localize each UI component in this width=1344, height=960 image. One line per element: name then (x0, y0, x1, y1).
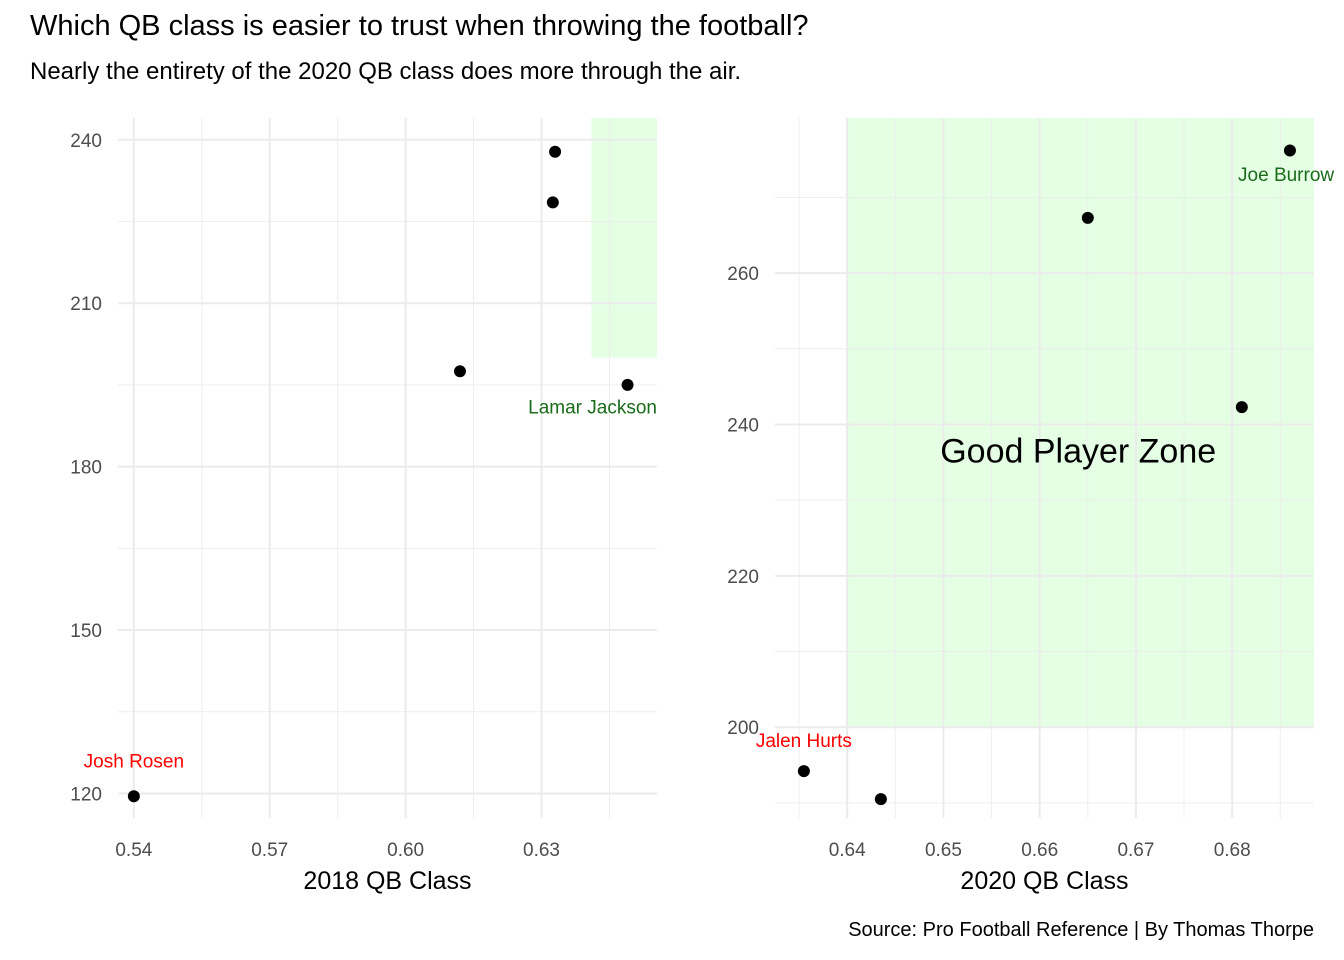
x-tick-label: 0.67 (1117, 840, 1154, 861)
data-point (1283, 144, 1296, 157)
source-caption: Source: Pro Football Reference | By Thom… (848, 919, 1314, 941)
y-tick-label: 210 (70, 294, 102, 315)
data-point (549, 145, 562, 158)
y-tick-label: 180 (70, 458, 102, 479)
y-tick-label: 240 (727, 415, 759, 436)
point-label: Joe Burrow (1238, 165, 1334, 186)
x-tick-label: 0.65 (925, 840, 962, 861)
scatter-panel-1: 0.54 0.57 0.60 0.63 120 150 180 210 240 2018 QB C… (70, 118, 657, 895)
x-tick-label: 0.57 (251, 840, 288, 861)
y-tick-label: 220 (727, 567, 759, 588)
chart-subtitle: Nearly the entirety of the 2020 QB class… (30, 58, 742, 85)
x-axis-title: 2020 QB Class (960, 867, 1128, 895)
scatter-panel-2: 0.64 0.65 0.66 0.67 0.68 200 220 240 260 2020 QB … (727, 118, 1334, 895)
data-point (1081, 211, 1094, 224)
good-zone-label: Good Player Zone (940, 432, 1216, 470)
data-point (453, 365, 466, 378)
point-label: Lamar Jackson (528, 397, 657, 418)
data-point (546, 196, 559, 209)
data-point (1235, 401, 1248, 414)
x-tick-label: 0.64 (829, 840, 866, 861)
x-tick-label: 0.63 (523, 840, 560, 861)
x-tick-label: 0.60 (387, 840, 424, 861)
y-tick-label: 120 (70, 784, 102, 805)
point-label: Jalen Hurts (756, 731, 852, 752)
good-zone-rect (591, 118, 657, 358)
chart-title: Which QB class is easier to trust when t… (30, 10, 809, 42)
data-point (621, 378, 634, 391)
y-tick-label: 240 (70, 131, 102, 152)
data-point (797, 765, 810, 778)
x-tick-label: 0.54 (115, 840, 152, 861)
x-tick-label: 0.66 (1021, 840, 1058, 861)
y-tick-label: 200 (727, 718, 759, 739)
good-zone-rect (847, 118, 1314, 728)
y-tick-label: 150 (70, 621, 102, 642)
point-label: Josh Rosen (84, 751, 184, 772)
y-tick-label: 260 (727, 264, 759, 285)
x-axis-title: 2018 QB Class (303, 867, 471, 895)
x-tick-label: 0.68 (1214, 840, 1251, 861)
data-point (127, 790, 140, 803)
data-point (874, 793, 887, 806)
